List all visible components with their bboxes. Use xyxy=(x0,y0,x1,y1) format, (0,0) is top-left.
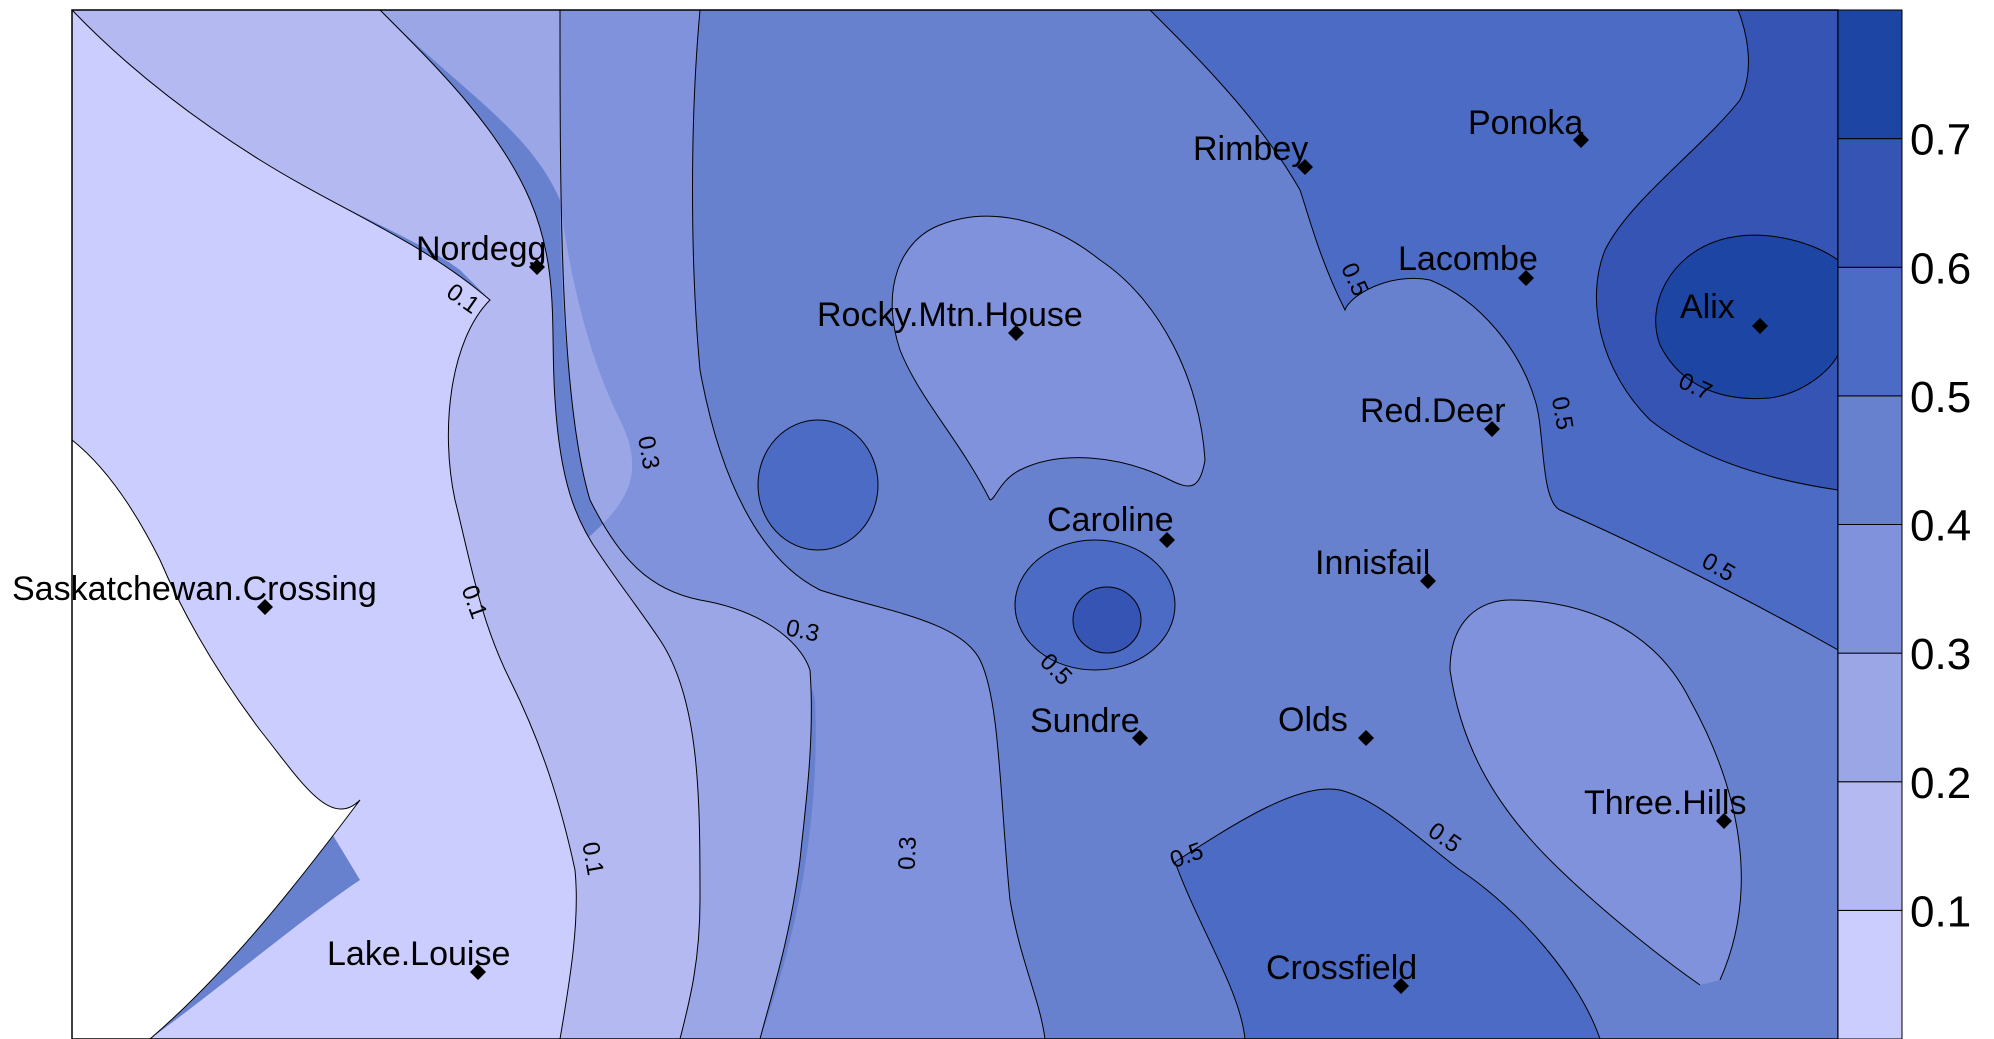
color-key-tick-label: 0.3 xyxy=(1910,630,1971,679)
color-key-swatch xyxy=(1837,909,1903,1039)
band-0.0-0.1 xyxy=(72,10,577,1039)
station-marker xyxy=(1716,813,1732,829)
plot-area xyxy=(72,10,1838,1039)
contour-label: 0.1 xyxy=(576,840,608,878)
color-key-swatch xyxy=(1837,395,1903,525)
color-key-swatch xyxy=(1837,781,1903,911)
band-0.3-0.4 xyxy=(560,10,1045,1039)
contour-line-0.5-blob-west xyxy=(757,419,879,551)
color-key-swatch xyxy=(1837,524,1903,654)
station-label: Rocky.Mtn.House xyxy=(817,296,1083,334)
station-label: Olds xyxy=(1278,701,1348,739)
contour-line-0.4 xyxy=(692,10,1046,1039)
color-key-swatch xyxy=(1837,266,1903,397)
station-marker xyxy=(1484,421,1500,437)
station-marker xyxy=(1518,270,1534,286)
station-marker xyxy=(1132,730,1148,746)
station-marker xyxy=(1159,532,1175,548)
contour-label: 0.3 xyxy=(632,434,664,472)
station-label: Sundre xyxy=(1030,702,1140,740)
band-0.5-0.6-south xyxy=(1175,788,1600,1039)
station-label: Innisfail xyxy=(1315,544,1430,582)
station-label: Alix xyxy=(1680,288,1735,326)
contour-lines xyxy=(72,10,1838,1039)
station-label: Saskatchewan.Crossing xyxy=(12,570,377,608)
station-rimbey: Rimbey xyxy=(1193,130,1313,175)
station-saskatchewan-crossing: Saskatchewan.Crossing xyxy=(12,570,377,615)
band-0.6-0.7-sundre xyxy=(1073,587,1141,653)
station-label: Ponoka xyxy=(1468,104,1583,142)
color-key-tick-label: 0.1 xyxy=(1910,887,1971,936)
station-lake-louise: Lake.Louise xyxy=(327,935,510,980)
band-below-0.0 xyxy=(72,440,360,1039)
station-marker xyxy=(1008,325,1024,341)
station-lacombe: Lacombe xyxy=(1398,240,1538,286)
color-key-swatch xyxy=(1837,652,1903,783)
station-label: Crossfield xyxy=(1266,949,1417,987)
band-0.2-0.3 xyxy=(380,10,812,1039)
contour-line-0.5-sundre xyxy=(1014,539,1176,671)
station-marker xyxy=(1752,318,1768,334)
station-label: Three.Hills xyxy=(1584,784,1746,822)
band-0.5-0.6-north xyxy=(1150,10,1838,650)
contour-line-0.6-sundre xyxy=(1072,586,1142,654)
station-marker xyxy=(470,964,486,980)
color-key: 0.1 0.2 0.3 0.4 0.5 0.6 0.7 xyxy=(1837,9,1971,1039)
contour-line-0.6 xyxy=(1595,10,1838,491)
station-crossfield: Crossfield xyxy=(1266,949,1417,994)
station-caroline: Caroline xyxy=(1047,501,1175,548)
contour-line-0.4-rocky xyxy=(891,215,1206,501)
station-marker xyxy=(1420,573,1436,589)
color-key-tick-label: 0.5 xyxy=(1910,373,1971,422)
station-sundre: Sundre xyxy=(1030,702,1148,746)
station-label: Rimbey xyxy=(1193,130,1308,168)
station-marker xyxy=(257,599,273,615)
station-three-hills: Three.Hills xyxy=(1584,784,1746,829)
contour-line-0.0 xyxy=(72,439,361,1039)
contour-line-0.7 xyxy=(1655,234,1838,400)
contour-line-0.4-three-hills xyxy=(1449,599,1742,986)
contour-label: 0.5 xyxy=(1546,394,1578,432)
contour-line-0.3 xyxy=(559,10,812,1039)
station-rocky-mtn-house: Rocky.Mtn.House xyxy=(817,296,1083,341)
station-label: Caroline xyxy=(1047,501,1174,539)
station-red-deer: Red.Deer xyxy=(1360,392,1506,437)
station-marker xyxy=(1358,730,1374,746)
color-key-swatch xyxy=(1837,138,1903,268)
color-key-swatch xyxy=(1837,9,1903,140)
station-label: Red.Deer xyxy=(1360,392,1506,430)
color-key-tick-label: 0.2 xyxy=(1910,759,1971,808)
station-label: Lacombe xyxy=(1398,240,1538,278)
station-olds: Olds xyxy=(1278,701,1374,746)
station-marker xyxy=(1297,159,1313,175)
contour-line-0.5-north xyxy=(1149,10,1838,651)
station-ponoka: Ponoka xyxy=(1468,104,1589,148)
color-key-tick-label: 0.6 xyxy=(1910,244,1971,293)
band-0.3-0.4-rocky-mtn xyxy=(892,216,1205,501)
station-innisfail: Innisfail xyxy=(1315,544,1436,589)
color-key-tick-label: 0.4 xyxy=(1910,502,1971,551)
station-nordegg: Nordegg xyxy=(416,230,546,275)
station-alix: Alix xyxy=(1680,288,1768,334)
station-label: Lake.Louise xyxy=(327,935,510,973)
station-label: Nordegg xyxy=(416,230,546,268)
contour-line-0.5-south-left xyxy=(1174,861,1246,1039)
color-key-tick-label: 0.7 xyxy=(1910,116,1971,165)
contour-line-0.1 xyxy=(72,10,577,1039)
contour-label: 0.3 xyxy=(894,836,922,870)
band-0.5-0.6-blob-west xyxy=(758,420,878,550)
station-marker xyxy=(1393,978,1409,994)
band-0.3-0.4-three-hills xyxy=(1450,600,1742,985)
contour-line-0.5-south xyxy=(1174,788,1601,1039)
band-0.7-plus-alix xyxy=(1655,235,1838,399)
station-marker xyxy=(1573,132,1589,148)
station-marker xyxy=(529,259,545,275)
stations: Ponoka Rimbey Nordegg Lacombe Rocky.Mtn.… xyxy=(12,104,1768,994)
contour-line-0.2 xyxy=(379,10,701,1039)
